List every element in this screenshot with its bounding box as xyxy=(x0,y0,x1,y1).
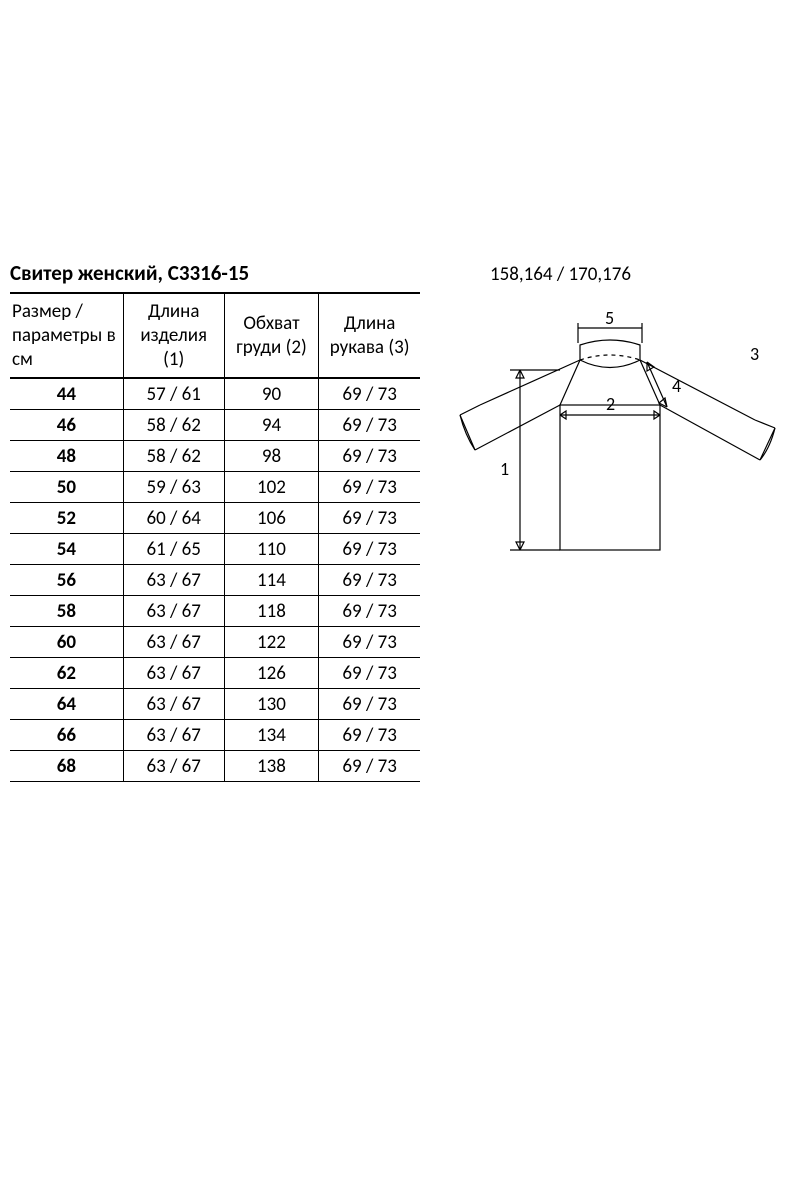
table-cell: 52 xyxy=(10,503,123,534)
col-header-sleeve: Длина рукава (3) xyxy=(319,293,420,378)
table-cell: 63 / 67 xyxy=(123,751,224,782)
table-cell: 69 / 73 xyxy=(319,689,420,720)
dim-label-4: 4 xyxy=(672,375,681,397)
dim-label-5: 5 xyxy=(605,310,614,329)
table-cell: 114 xyxy=(224,565,319,596)
dim-label-2: 2 xyxy=(606,393,615,415)
table-row: 5663 / 6711469 / 73 xyxy=(10,565,420,596)
table-cell: 63 / 67 xyxy=(123,658,224,689)
table-cell: 62 xyxy=(10,658,123,689)
table-header-row: Размер / параметры в см Длина изделия (1… xyxy=(10,293,420,378)
table-row: 6863 / 6713869 / 73 xyxy=(10,751,420,782)
table-row: 4858 / 629869 / 73 xyxy=(10,441,420,472)
table-cell: 69 / 73 xyxy=(319,534,420,565)
table-row: 5863 / 6711869 / 73 xyxy=(10,596,420,627)
col-header-chest: Обхват груди (2) xyxy=(224,293,319,378)
table-cell: 63 / 67 xyxy=(123,720,224,751)
table-cell: 63 / 67 xyxy=(123,596,224,627)
table-cell: 58 xyxy=(10,596,123,627)
table-cell: 58 / 62 xyxy=(123,441,224,472)
table-cell: 69 / 73 xyxy=(319,410,420,441)
table-cell: 46 xyxy=(10,410,123,441)
table-row: 6463 / 6713069 / 73 xyxy=(10,689,420,720)
table-cell: 61 / 65 xyxy=(123,534,224,565)
table-cell: 44 xyxy=(10,378,123,410)
table-cell: 118 xyxy=(224,596,319,627)
dim-label-1: 1 xyxy=(500,458,509,480)
table-cell: 94 xyxy=(224,410,319,441)
table-cell: 69 / 73 xyxy=(319,503,420,534)
table-row: 6263 / 6712669 / 73 xyxy=(10,658,420,689)
table-cell: 98 xyxy=(224,441,319,472)
table-row: 4457 / 619069 / 73 xyxy=(10,378,420,410)
table-cell: 63 / 67 xyxy=(123,565,224,596)
table-cell: 63 / 67 xyxy=(123,689,224,720)
dim-label-3: 3 xyxy=(750,343,759,365)
table-row: 5059 / 6310269 / 73 xyxy=(10,472,420,503)
table-cell: 138 xyxy=(224,751,319,782)
table-cell: 58 / 62 xyxy=(123,410,224,441)
table-cell: 69 / 73 xyxy=(319,720,420,751)
table-cell: 63 / 67 xyxy=(123,627,224,658)
table-cell: 50 xyxy=(10,472,123,503)
table-row: 5260 / 6410669 / 73 xyxy=(10,503,420,534)
table-cell: 56 xyxy=(10,565,123,596)
table-cell: 69 / 73 xyxy=(319,441,420,472)
table-cell: 57 / 61 xyxy=(123,378,224,410)
table-cell: 106 xyxy=(224,503,319,534)
table-cell: 66 xyxy=(10,720,123,751)
table-cell: 69 / 73 xyxy=(319,378,420,410)
col-header-length: Длина изделия (1) xyxy=(123,293,224,378)
table-cell: 68 xyxy=(10,751,123,782)
table-cell: 69 / 73 xyxy=(319,627,420,658)
table-row: 5461 / 6511069 / 73 xyxy=(10,534,420,565)
height-range: 158,164 / 170,176 xyxy=(420,263,631,286)
table-cell: 102 xyxy=(224,472,319,503)
table-cell: 134 xyxy=(224,720,319,751)
table-cell: 110 xyxy=(224,534,319,565)
table-cell: 69 / 73 xyxy=(319,751,420,782)
table-cell: 60 / 64 xyxy=(123,503,224,534)
table-cell: 130 xyxy=(224,689,319,720)
table-cell: 90 xyxy=(224,378,319,410)
table-row: 6663 / 6713469 / 73 xyxy=(10,720,420,751)
table-cell: 69 / 73 xyxy=(319,658,420,689)
table-cell: 69 / 73 xyxy=(319,472,420,503)
product-title: Свитер женский, С3316-15 xyxy=(10,260,420,286)
table-cell: 54 xyxy=(10,534,123,565)
table-cell: 126 xyxy=(224,658,319,689)
table-row: 4658 / 629469 / 73 xyxy=(10,410,420,441)
table-cell: 59 / 63 xyxy=(123,472,224,503)
table-row: 6063 / 6712269 / 73 xyxy=(10,627,420,658)
table-cell: 64 xyxy=(10,689,123,720)
table-cell: 48 xyxy=(10,441,123,472)
table-cell: 122 xyxy=(224,627,319,658)
size-table: Размер / параметры в см Длина изделия (1… xyxy=(10,292,420,782)
garment-diagram: 5 2 1 3 4 xyxy=(430,310,790,590)
table-cell: 69 / 73 xyxy=(319,565,420,596)
table-cell: 69 / 73 xyxy=(319,596,420,627)
col-header-size: Размер / параметры в см xyxy=(10,293,123,378)
table-cell: 60 xyxy=(10,627,123,658)
